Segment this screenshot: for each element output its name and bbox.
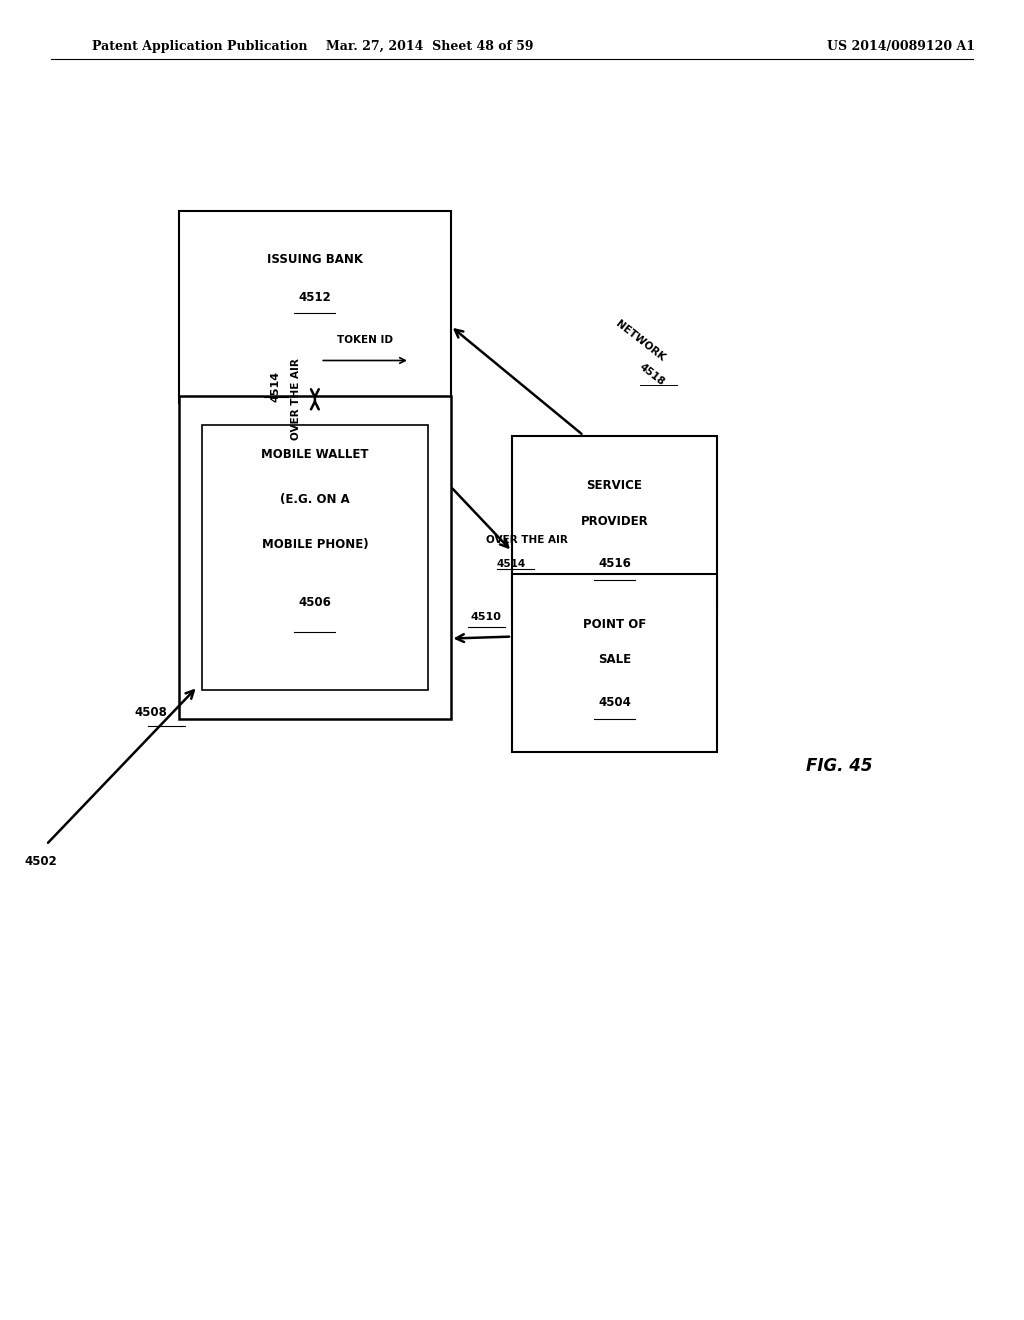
Text: 4516: 4516	[598, 557, 631, 570]
Text: 4514: 4514	[271, 371, 281, 401]
Text: 4514: 4514	[497, 558, 526, 569]
Text: 4506: 4506	[298, 597, 332, 610]
Text: Patent Application Publication: Patent Application Publication	[92, 40, 307, 53]
Text: 4510: 4510	[471, 611, 502, 622]
Text: ISSUING BANK: ISSUING BANK	[267, 252, 362, 265]
Text: Mar. 27, 2014  Sheet 48 of 59: Mar. 27, 2014 Sheet 48 of 59	[327, 40, 534, 53]
FancyBboxPatch shape	[179, 396, 451, 719]
Text: FIG. 45: FIG. 45	[807, 756, 872, 775]
Text: NETWORK: NETWORK	[613, 319, 667, 363]
Text: 4508: 4508	[134, 706, 167, 719]
Text: US 2014/0089120 A1: US 2014/0089120 A1	[827, 40, 975, 53]
Text: MOBILE PHONE): MOBILE PHONE)	[261, 539, 369, 552]
Text: TOKEN ID: TOKEN ID	[337, 335, 393, 346]
Text: SALE: SALE	[598, 653, 631, 667]
Text: (E.G. ON A: (E.G. ON A	[280, 492, 350, 506]
Text: 4512: 4512	[299, 290, 331, 304]
Text: OVER THE AIR: OVER THE AIR	[486, 535, 568, 545]
Text: 4518: 4518	[638, 362, 667, 387]
Text: PROVIDER: PROVIDER	[581, 515, 648, 528]
Text: OVER THE AIR: OVER THE AIR	[292, 358, 301, 441]
Text: 4502: 4502	[25, 855, 57, 869]
FancyBboxPatch shape	[179, 211, 451, 403]
Text: SERVICE: SERVICE	[587, 479, 642, 492]
Text: POINT OF: POINT OF	[583, 618, 646, 631]
FancyBboxPatch shape	[512, 574, 717, 752]
Text: MOBILE WALLET: MOBILE WALLET	[261, 447, 369, 461]
Text: 4504: 4504	[598, 696, 631, 709]
FancyBboxPatch shape	[202, 425, 428, 690]
FancyBboxPatch shape	[512, 436, 717, 614]
